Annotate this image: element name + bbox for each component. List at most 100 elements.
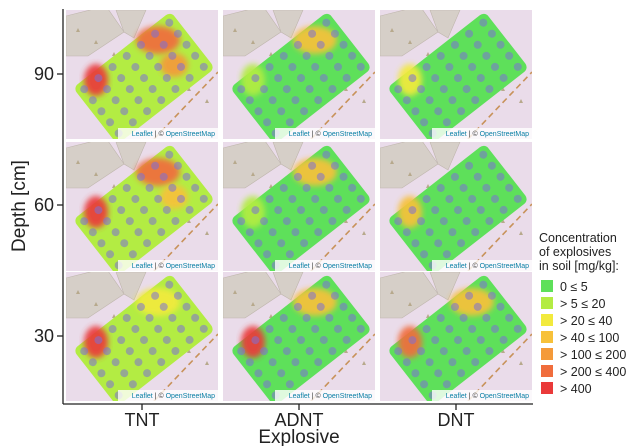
- legend-label: 0 ≤ 5: [560, 280, 588, 294]
- attribution-leaflet-link[interactable]: Leaflet: [289, 131, 310, 138]
- terrain-marker: [362, 361, 366, 365]
- legend-swatch: [541, 382, 553, 394]
- dashed-path: [153, 203, 218, 271]
- terrain-marker: [205, 99, 209, 103]
- building-shape: [272, 272, 304, 301]
- sample-point: [436, 313, 445, 322]
- attribution-leaflet-link[interactable]: Leaflet: [289, 263, 310, 270]
- map-attribution[interactable]: Leaflet | © OpenStreetMap: [446, 392, 529, 400]
- dashed-path: [467, 203, 532, 271]
- sample-point: [325, 183, 334, 192]
- sample-point: [134, 358, 143, 367]
- sample-point: [487, 29, 496, 38]
- sample-point: [260, 217, 269, 226]
- sample-point: [165, 18, 174, 27]
- map-attribution[interactable]: Leaflet | © OpenStreetMap: [132, 262, 215, 270]
- sample-point: [300, 369, 309, 378]
- sample-point: [274, 336, 283, 345]
- sample-point: [151, 161, 160, 170]
- sample-point: [448, 96, 457, 105]
- sample-point: [450, 302, 459, 311]
- map-attribution[interactable]: Leaflet | © OpenStreetMap: [446, 262, 529, 270]
- sample-point: [297, 206, 305, 214]
- attribution-leaflet-link[interactable]: Leaflet: [446, 131, 467, 138]
- sample-point: [308, 29, 317, 38]
- sample-point: [333, 324, 342, 333]
- attribution-osm-link[interactable]: OpenStreetMap: [323, 131, 373, 138]
- attribution-background: [118, 128, 218, 139]
- y-tick-label-60: 60: [34, 195, 54, 215]
- map-attribution[interactable]: Leaflet | © OpenStreetMap: [289, 392, 372, 400]
- attribution-osm-link[interactable]: OpenStreetMap: [166, 393, 216, 400]
- attribution-background: [432, 128, 532, 139]
- sample-point: [268, 358, 277, 367]
- attribution-osm-link[interactable]: OpenStreetMap: [166, 131, 216, 138]
- legend-swatch: [541, 314, 553, 326]
- sample-point: [342, 205, 351, 214]
- sample-point: [94, 74, 103, 83]
- sample-point: [356, 324, 365, 333]
- attribution-osm-link[interactable]: OpenStreetMap: [480, 131, 530, 138]
- terrain-marker: [251, 302, 255, 306]
- attribution-leaflet-link[interactable]: Leaflet: [132, 393, 153, 400]
- contamination-hotspot: [293, 288, 337, 316]
- sample-point: [168, 313, 177, 322]
- map-attribution[interactable]: Leaflet | © OpenStreetMap: [446, 130, 529, 138]
- terrain-marker: [76, 28, 80, 32]
- sample-point: [143, 239, 152, 248]
- sample-point: [122, 51, 131, 60]
- terrain-marker: [94, 40, 98, 44]
- sample-point: [151, 291, 160, 300]
- sample-point: [136, 172, 145, 181]
- building-shape: [429, 10, 461, 39]
- sample-point: [157, 228, 166, 237]
- sample-point: [473, 302, 482, 311]
- attribution-osm-link[interactable]: OpenStreetMap: [480, 263, 530, 270]
- map-attribution[interactable]: Leaflet | © OpenStreetMap: [289, 130, 372, 138]
- map-panel: Leaflet | © OpenStreetMap: [66, 142, 218, 271]
- sample-point: [171, 84, 180, 93]
- terrain-marker: [390, 290, 394, 294]
- attribution-background: [275, 128, 375, 139]
- sample-point: [159, 302, 168, 311]
- sample-point: [120, 107, 129, 116]
- map-attribution[interactable]: Leaflet | © OpenStreetMap: [289, 262, 372, 270]
- attribution-leaflet-link[interactable]: Leaflet: [446, 263, 467, 270]
- sample-point: [279, 313, 288, 322]
- sample-point: [462, 347, 471, 356]
- sample-point: [263, 380, 272, 389]
- sample-point: [293, 172, 302, 181]
- building-shape: [272, 10, 304, 39]
- sample-point: [328, 346, 337, 355]
- sample-point: [499, 73, 508, 82]
- attribution-osm-link[interactable]: OpenStreetMap: [323, 263, 373, 270]
- sample-point: [285, 380, 294, 389]
- attribution-osm-link[interactable]: OpenStreetMap: [480, 393, 530, 400]
- sample-points: [80, 150, 208, 270]
- sample-point: [319, 335, 328, 344]
- attribution-osm-link[interactable]: OpenStreetMap: [323, 393, 373, 400]
- sample-point: [291, 358, 300, 367]
- building-shape: [380, 272, 439, 319]
- sample-point: [314, 96, 323, 105]
- attribution-leaflet-link[interactable]: Leaflet: [132, 131, 153, 138]
- sample-point: [431, 74, 440, 83]
- legend-label: > 5 ≤ 20: [560, 297, 605, 311]
- sample-point: [439, 217, 448, 226]
- sample-point: [265, 195, 274, 204]
- legend-swatch: [541, 331, 553, 343]
- terrain-marker: [187, 219, 191, 223]
- attribution-leaflet-link[interactable]: Leaflet: [132, 263, 153, 270]
- sample-point: [465, 29, 474, 38]
- sample-point: [274, 206, 283, 215]
- sample-point: [136, 302, 145, 311]
- attribution-osm-link[interactable]: OpenStreetMap: [166, 263, 216, 270]
- attribution-leaflet-link[interactable]: Leaflet: [446, 393, 467, 400]
- map-attribution[interactable]: Leaflet | © OpenStreetMap: [132, 130, 215, 138]
- map-attribution[interactable]: Leaflet | © OpenStreetMap: [132, 392, 215, 400]
- map-panel: Leaflet | © OpenStreetMap: [223, 272, 375, 401]
- sample-point: [439, 85, 448, 94]
- sample-point: [157, 358, 166, 367]
- attribution-leaflet-link[interactable]: Leaflet: [289, 393, 310, 400]
- sample-point: [499, 335, 508, 344]
